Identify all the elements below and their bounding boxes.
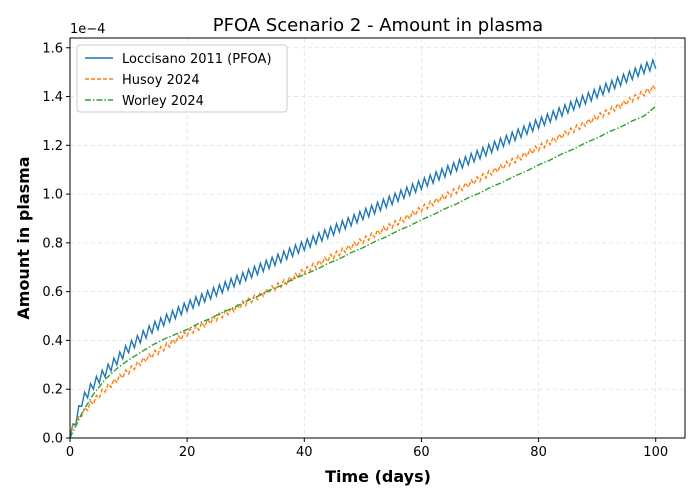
x-tick-label: 60 [413, 445, 430, 460]
y-tick-label: 1.2 [42, 139, 63, 154]
x-axis: 0 20 40 60 80 100 [66, 438, 668, 460]
x-axis-label: Time (days) [325, 467, 431, 486]
x-tick-label: 0 [66, 445, 74, 460]
legend-box [76, 44, 288, 113]
y-tick-label: 1.0 [42, 188, 63, 203]
y-tick-label: 0.0 [42, 432, 63, 447]
y-tick-label: 0.8 [42, 236, 63, 251]
y-axis-label: Amount in plasma [14, 156, 33, 319]
x-tick-label: 100 [643, 445, 668, 460]
series-line-2 [69, 105, 657, 439]
series-group [69, 57, 657, 439]
legend-label: Worley 2024 [122, 94, 204, 109]
series-line-0 [69, 57, 657, 439]
x-tick-label: 80 [530, 445, 547, 460]
legend-label: Loccisano 2011 (PFOA) [122, 52, 272, 67]
y-tick-label: 0.2 [42, 383, 63, 398]
chart-title: PFOA Scenario 2 - Amount in plasma [213, 15, 543, 36]
legend-label: Husoy 2024 [122, 73, 200, 88]
y-axis: 0.0 0.2 0.4 0.6 0.8 1.0 1.2 1.4 1.6 [42, 41, 70, 447]
y-tick-label: 0.4 [42, 334, 63, 349]
legend: Loccisano 2011 (PFOA) Husoy 2024 Worley 20… [76, 44, 288, 113]
series-line-1 [69, 83, 657, 434]
x-tick-label: 40 [296, 445, 313, 460]
y-tick-label: 1.6 [42, 41, 63, 56]
y-tick-label: 0.6 [42, 285, 63, 300]
y-tick-label: 1.4 [42, 90, 63, 105]
y-offset-text: 1e−4 [70, 22, 105, 37]
x-tick-label: 20 [179, 445, 196, 460]
plot-frame [69, 37, 686, 439]
